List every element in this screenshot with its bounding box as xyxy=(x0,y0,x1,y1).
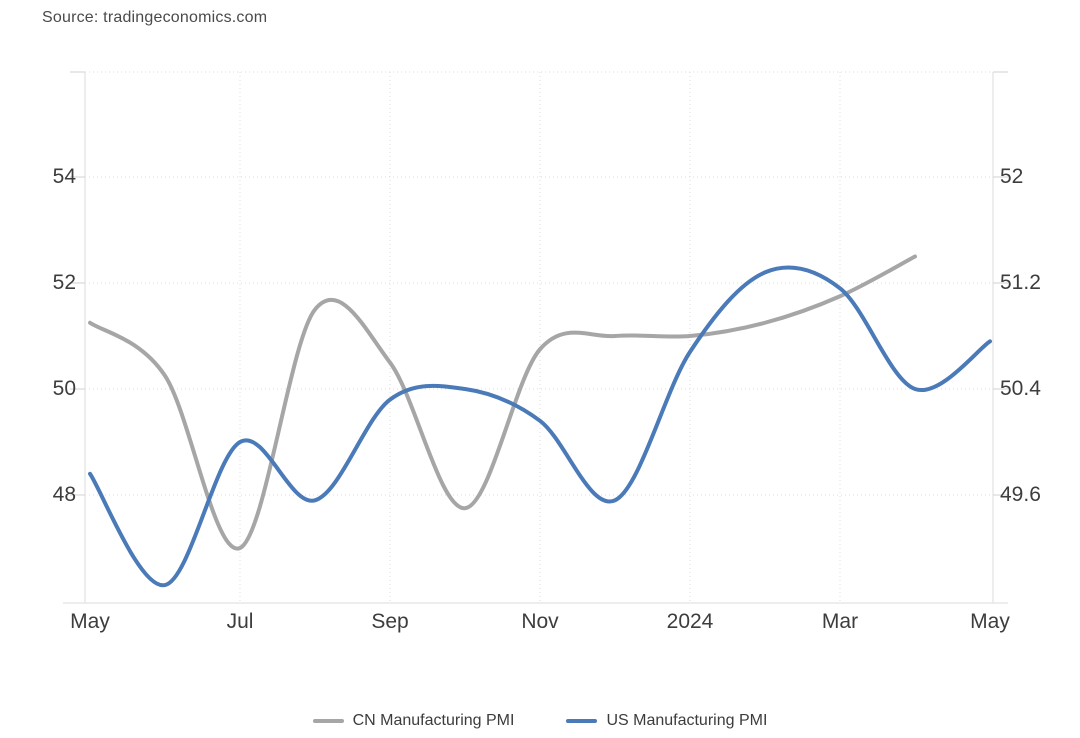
x-axis-tick: Sep xyxy=(371,610,409,633)
left-axis-tick: 52 xyxy=(52,271,76,294)
legend-item-cn-manufacturing-pmi[interactable]: CN Manufacturing PMI xyxy=(312,712,515,730)
right-axis-tick: 52 xyxy=(1000,165,1024,188)
x-axis-tick: Jul xyxy=(226,610,254,633)
right-axis-tick: 51.2 xyxy=(1000,271,1041,294)
legend-label: US Manufacturing PMI xyxy=(606,712,768,729)
x-axis-tick: May xyxy=(970,610,1010,633)
right-axis-tick: 49.6 xyxy=(1000,483,1041,506)
x-axis-tick: 2024 xyxy=(666,610,714,633)
legend-item-us-manufacturing-pmi[interactable]: US Manufacturing PMI xyxy=(566,712,767,730)
x-axis-tick: Mar xyxy=(821,610,859,633)
left-axis-tick: 48 xyxy=(52,483,76,506)
x-axis-tick: May xyxy=(70,610,110,633)
left-axis-tick: 50 xyxy=(52,377,76,400)
x-axis-tick: Nov xyxy=(521,610,559,633)
source-credit: Source: tradingeconomics.com xyxy=(42,9,268,26)
right-axis-tick: 50.4 xyxy=(1000,377,1041,400)
us-series-swatch-icon xyxy=(566,719,598,723)
left-axis-tick: 54 xyxy=(52,165,76,188)
cn-series-swatch-icon xyxy=(312,719,344,723)
chart-legend: CN Manufacturing PMI US Manufacturing PM… xyxy=(0,706,1080,736)
legend-label: CN Manufacturing PMI xyxy=(352,712,515,729)
